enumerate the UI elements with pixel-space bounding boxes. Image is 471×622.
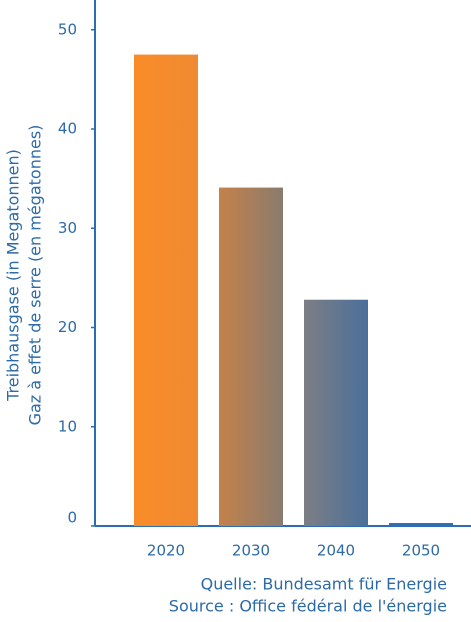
y-axis-label: Treibhausgase (in Megatonnen): [4, 149, 23, 402]
y-tick-label: 40: [58, 120, 77, 138]
y-axis-label: Gaz à effet de serre (en mégatonnes): [26, 125, 45, 426]
y-tick-label: 20: [58, 318, 77, 336]
y-tick-label: 10: [58, 417, 77, 435]
bar: [219, 187, 283, 526]
y-tick-label: 0: [67, 509, 77, 527]
x-tick-label: 2050: [402, 542, 440, 560]
source: Quelle: Bundesamt für Energie: [201, 575, 447, 594]
y-tick-label: 30: [58, 219, 77, 237]
x-tick-label: 2030: [232, 542, 270, 560]
x-tick-label: 2020: [147, 542, 185, 560]
bar: [389, 523, 453, 526]
y-tick-label: 50: [58, 20, 77, 38]
bar: [304, 299, 368, 526]
source: Source : Office fédéral de l'énergie: [169, 597, 447, 616]
bar: [134, 54, 198, 527]
x-tick-label: 2040: [317, 542, 355, 560]
